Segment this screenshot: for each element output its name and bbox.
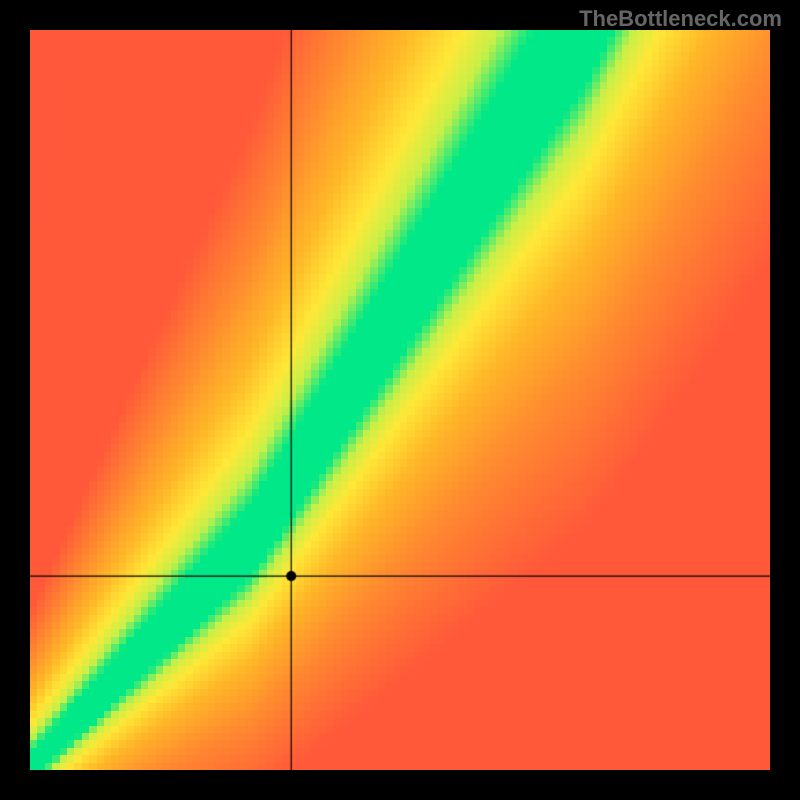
bottleneck-heatmap [30,30,770,770]
chart-container: TheBottleneck.com [0,0,800,800]
watermark-text: TheBottleneck.com [579,6,782,32]
